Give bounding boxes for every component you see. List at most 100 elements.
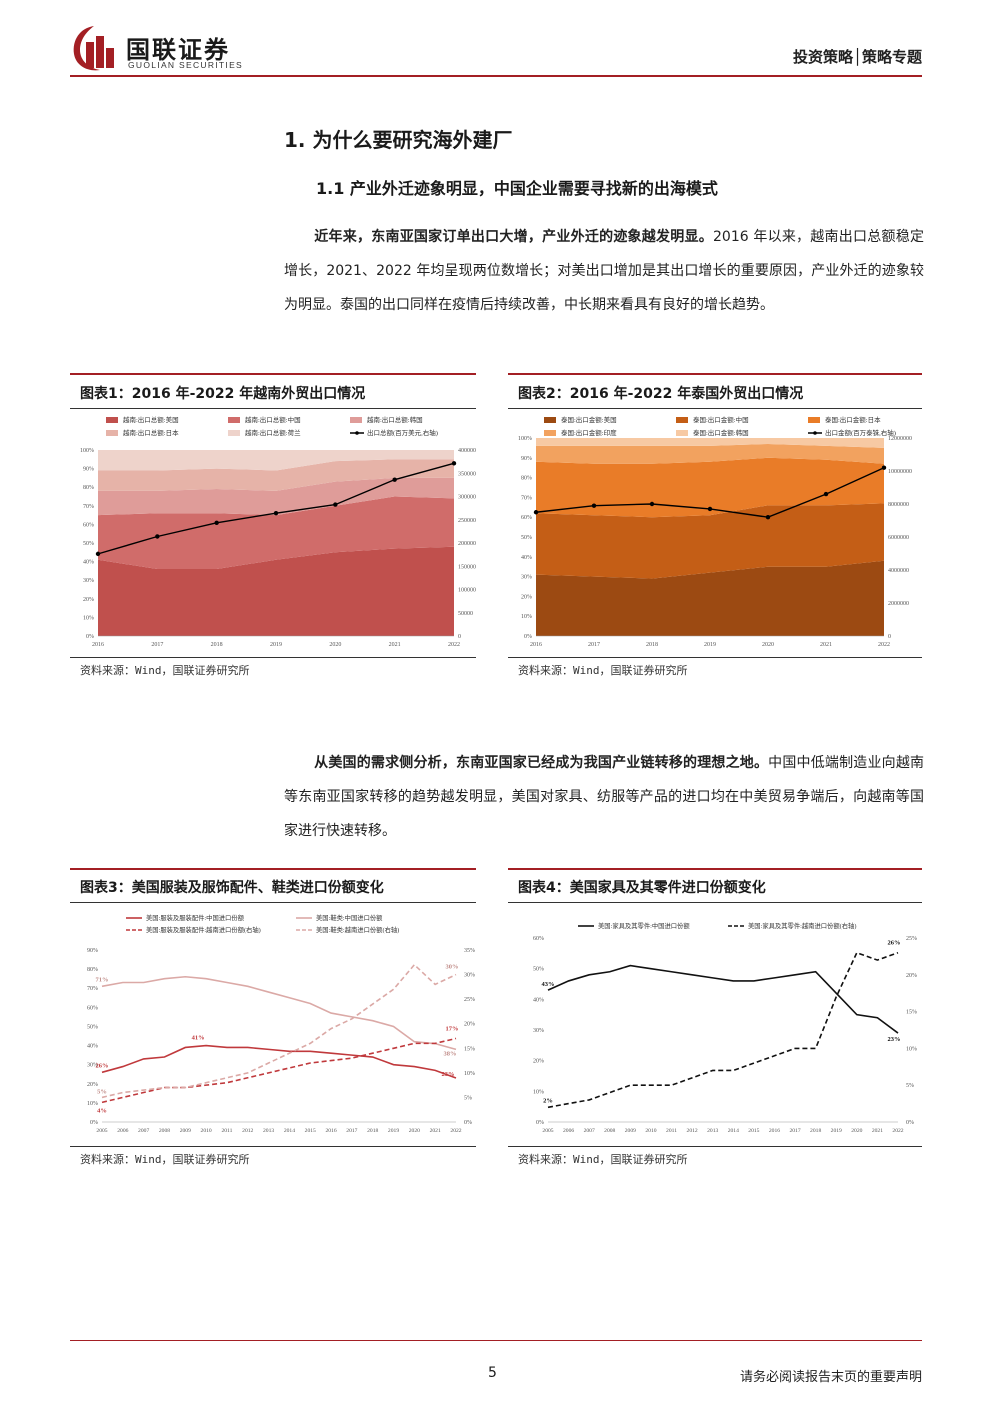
paragraph-1: 近年来，东南亚国家订单出口大增，产业外迁的迹象越发明显。2016 年以来，越南出… xyxy=(284,220,924,322)
x-tick: 2008 xyxy=(159,1128,170,1134)
logo-text-cn: 国联证券 xyxy=(126,36,230,64)
x-tick: 2009 xyxy=(180,1128,191,1134)
total-export-point xyxy=(881,465,887,470)
series-line xyxy=(101,1044,457,1079)
y-left-tick: 60% xyxy=(521,515,532,521)
y-right-tick: 5% xyxy=(906,1083,914,1089)
y-left-tick: 10% xyxy=(533,1089,544,1095)
x-tick: 2016 xyxy=(530,642,542,648)
y-right-tick: 50000 xyxy=(458,611,473,617)
legend-label: 出口总额(百万美元,右轴) xyxy=(367,428,438,437)
total-export-point xyxy=(273,510,279,516)
data-label: 17% xyxy=(446,1025,459,1032)
x-tick: 2021 xyxy=(872,1128,883,1134)
x-tick: 2018 xyxy=(211,642,223,648)
y-right-tick: 150000 xyxy=(458,564,476,570)
legend-label: 美国:服装及服装配件:越南进口份额(右轴) xyxy=(146,925,261,934)
legend-label: 泰国:出口金额:韩国 xyxy=(693,428,749,437)
x-tick: 2015 xyxy=(305,1128,316,1134)
x-tick: 2020 xyxy=(851,1128,862,1134)
fig1-bottom-rule xyxy=(70,657,476,658)
y-right-tick: 350000 xyxy=(458,471,476,477)
x-tick: 2021 xyxy=(430,1128,441,1134)
y-left-tick: 10% xyxy=(521,614,532,620)
y-left-tick: 30% xyxy=(83,578,94,584)
legend-swatch xyxy=(676,417,688,423)
x-tick: 2013 xyxy=(707,1128,718,1134)
x-tick: 2017 xyxy=(346,1128,357,1134)
x-tick: 2022 xyxy=(892,1128,903,1134)
area-band xyxy=(98,477,454,516)
legend-label: 泰国:出口金额:中国 xyxy=(693,415,749,424)
legend-swatch xyxy=(808,417,820,423)
fig3-title-rule xyxy=(70,902,476,903)
x-tick: 2008 xyxy=(604,1128,615,1134)
x-tick: 2012 xyxy=(687,1128,698,1134)
legend-label: 出口金额(百万泰铢,右轴) xyxy=(825,428,896,437)
total-export-point xyxy=(333,502,338,507)
y-left-tick: 30% xyxy=(533,1028,544,1034)
y-left-tick: 80% xyxy=(521,476,532,482)
y-left-tick: 50% xyxy=(83,541,94,547)
area-band xyxy=(536,457,884,518)
total-export-point xyxy=(823,491,829,497)
data-label: 43% xyxy=(542,981,555,988)
x-tick: 2019 xyxy=(388,1128,399,1134)
area-band xyxy=(98,546,454,636)
x-tick: 2012 xyxy=(242,1128,253,1134)
section-heading: 1. 为什么要研究海外建厂 xyxy=(284,128,513,152)
y-left-tick: 90% xyxy=(87,948,98,954)
total-export-point xyxy=(533,510,539,515)
y-right-tick: 6000000 xyxy=(888,535,909,541)
data-label: 23% xyxy=(442,1071,455,1078)
y-left-tick: 80% xyxy=(83,485,94,491)
y-left-tick: 50% xyxy=(533,967,544,973)
x-tick: 2018 xyxy=(810,1128,821,1134)
legend-label: 越南:出口总额:美国 xyxy=(123,415,179,424)
x-tick: 2020 xyxy=(329,642,341,648)
area-band xyxy=(536,503,884,579)
y-left-tick: 60% xyxy=(83,522,94,528)
x-tick: 2017 xyxy=(789,1128,800,1134)
x-tick: 2019 xyxy=(831,1128,842,1134)
y-left-tick: 60% xyxy=(87,1005,98,1011)
y-right-tick: 12000000 xyxy=(888,436,912,442)
legend-label: 美国:鞋类:中国进口份额 xyxy=(316,913,383,922)
y-right-tick: 25% xyxy=(906,936,917,942)
x-tick: 2011 xyxy=(221,1128,232,1134)
total-export-point xyxy=(649,501,655,507)
header-divider xyxy=(70,75,922,77)
paragraph-2: 从美国的需求侧分析，东南亚国家已经成为我国产业链转移的理想之地。中国中低端制造业… xyxy=(284,746,924,848)
data-label: 41% xyxy=(192,1035,205,1042)
x-tick: 2011 xyxy=(666,1128,677,1134)
y-left-tick: 20% xyxy=(87,1082,98,1088)
y-right-tick: 15% xyxy=(906,1010,917,1016)
y-left-tick: 100% xyxy=(518,436,532,442)
series-line xyxy=(101,963,457,1099)
footer-divider xyxy=(70,1340,922,1341)
fig2-source: 资料来源：Wind，国联证券研究所 xyxy=(518,664,688,677)
series-line xyxy=(101,1037,457,1104)
x-tick: 2007 xyxy=(138,1128,149,1134)
data-label: 26% xyxy=(96,1062,109,1069)
data-label: 23% xyxy=(888,1036,901,1043)
series-line xyxy=(547,964,899,1034)
data-label: 2% xyxy=(543,1097,553,1104)
y-left-tick: 90% xyxy=(83,467,94,473)
legend-label: 越南:出口总额:日本 xyxy=(123,428,179,437)
x-tick: 2007 xyxy=(584,1128,595,1134)
fig3-top-rule xyxy=(70,868,476,870)
fig2-top-rule xyxy=(508,373,922,375)
fig4-source: 资料来源：Wind，国联证券研究所 xyxy=(518,1153,688,1166)
legend-marker xyxy=(813,431,817,435)
paragraph-2-body: 中国中低端制造业向越南等东南亚国家转移的趋势越发明显，美国对家具、纺服等产品的进… xyxy=(284,755,925,839)
legend-swatch xyxy=(350,417,362,423)
y-right-tick: 0 xyxy=(458,634,461,640)
total-export-point xyxy=(392,477,397,482)
fig2-title: 图表2：2016 年-2022 年泰国外贸出口情况 xyxy=(518,386,804,402)
x-tick: 2017 xyxy=(588,642,600,648)
x-tick: 2017 xyxy=(151,642,163,648)
x-tick: 2020 xyxy=(762,642,774,648)
fig2-bottom-rule xyxy=(508,657,922,658)
y-right-tick: 200000 xyxy=(458,541,476,547)
